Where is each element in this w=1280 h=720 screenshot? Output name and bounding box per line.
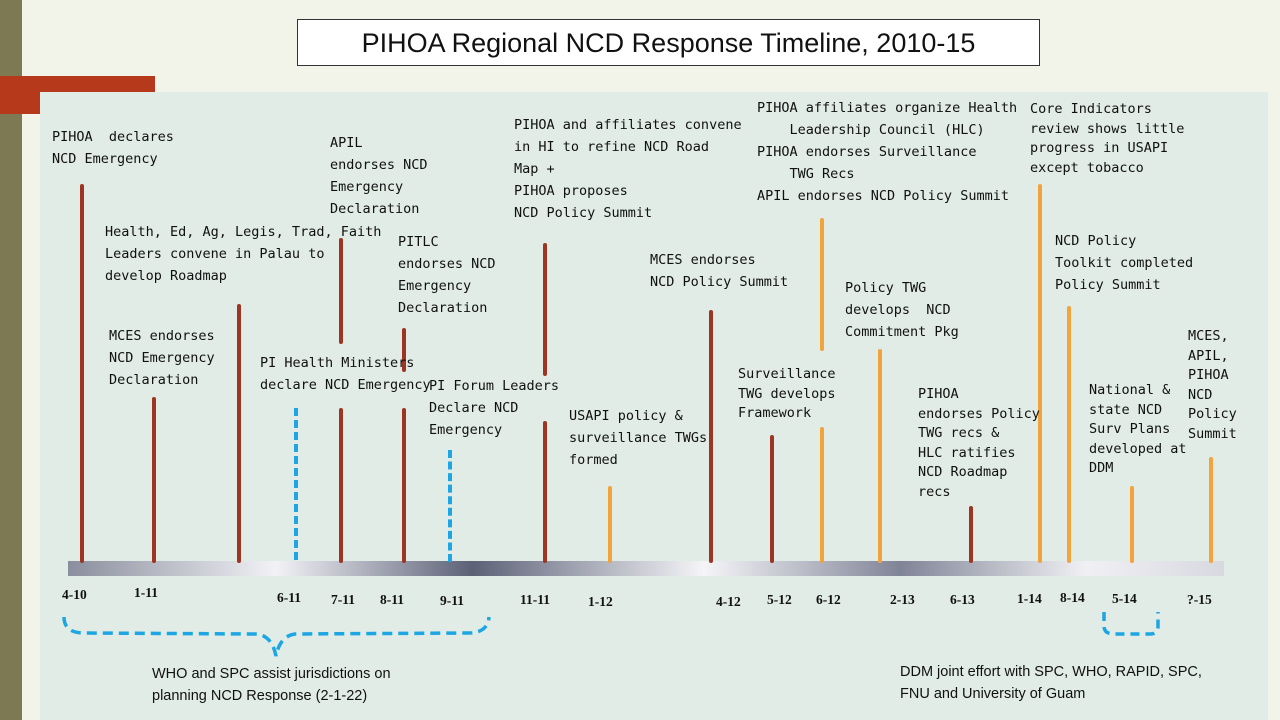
event-label-usapi-twgs: USAPI policy & surveillance TWGs formed: [569, 408, 708, 468]
event-dashed-line-6-11: [294, 408, 298, 560]
event-line-4-12: [709, 310, 713, 563]
timeline-panel: [40, 92, 1268, 720]
event-line-1-11: [152, 397, 156, 563]
left-decorative-bar: [0, 0, 22, 720]
event-label-policy-twg: Policy TWG develops NCD Commitment Pkg: [845, 280, 959, 340]
event-label-surveillance-framework: Surveillance TWG develops Framework: [738, 366, 836, 421]
event-label-pihoa-declares: PIHOA declares NCD Emergency: [52, 129, 174, 167]
event-label-mces-policy-summit: MCES endorses NCD Policy Summit: [650, 252, 789, 290]
event-label-palau-roadmap: Health, Ed, Ag, Legis, Trad, Faith Leade…: [105, 224, 382, 284]
date-label: 7-11: [331, 592, 356, 607]
event-line-6-12-upper: [820, 218, 824, 351]
date-label: 6-12: [816, 592, 841, 607]
date-label: 6-11: [277, 590, 302, 605]
timeline-axis: [68, 561, 1224, 576]
page-title: PIHOA Regional NCD Response Timeline, 20…: [297, 19, 1040, 66]
date-label: 5-12: [767, 592, 792, 607]
event-label-policy-toolkit: NCD Policy Toolkit completed Policy Summ…: [1055, 233, 1194, 293]
event-label-pitlc: PITLC endorses NCD Emergency Declaration: [398, 234, 496, 316]
date-label: 6-13: [950, 592, 975, 607]
event-line-1-12: [608, 486, 612, 563]
event-line-8-11-lower: [402, 408, 406, 563]
event-line-5-12: [770, 435, 774, 563]
date-label: 1-11: [134, 585, 159, 600]
event-line-5-14: [1130, 486, 1134, 563]
event-line-6-12-lower: [820, 427, 824, 563]
date-label: 2-13: [890, 592, 915, 607]
event-dashed-line-9-11: [448, 450, 452, 562]
event-label-mces-emergency: MCES endorses NCD Emergency Declaration: [109, 328, 215, 388]
event-line-8-14: [1067, 306, 1071, 563]
ddm-note: DDM joint effort with SPC, WHO, RAPID, S…: [900, 664, 1202, 702]
event-label-hlc: PIHOA affiliates organize Health Leaders…: [757, 100, 1018, 204]
date-label: 9-11: [440, 593, 465, 608]
date-label: 5-14: [1112, 591, 1137, 606]
event-label-hlc-ratifies: PIHOA endorses Policy TWG recs & HLC rat…: [918, 386, 1040, 500]
event-label-hi-roadmap: PIHOA and affiliates convene in HI to re…: [514, 117, 742, 221]
event-line-15: [1209, 457, 1213, 563]
date-label: 1-14: [1017, 591, 1042, 606]
date-label: 4-12: [716, 594, 741, 609]
event-label-surv-plans: National & state NCD Surv Plans develope…: [1089, 382, 1187, 476]
date-label: 4-10: [62, 587, 87, 602]
event-label-apil-emergency: APIL endorses NCD Emergency Declaration: [330, 135, 428, 217]
date-label: ?-15: [1187, 592, 1212, 607]
event-line-7-11-lower: [339, 408, 343, 563]
date-label: 8-14: [1060, 590, 1085, 605]
event-line-8-11-upper: [402, 328, 406, 372]
event-line-7-11-upper: [339, 238, 343, 344]
event-label-policy-summit-15: MCES, APIL, PIHOA NCD Policy Summit: [1188, 328, 1237, 442]
event-label-core-indicators: Core Indicators review shows little prog…: [1030, 101, 1185, 176]
event-line-1-14: [1038, 184, 1042, 563]
who-spc-note: WHO and SPC assist jurisdictions on plan…: [152, 666, 391, 704]
event-line-11-11-lower: [543, 421, 547, 563]
event-line-6-13: [969, 506, 973, 563]
date-label: 11-11: [520, 592, 551, 607]
event-label-pi-forum-leaders: PI Forum Leaders Declare NCD Emergency: [429, 378, 560, 438]
date-label: 1-12: [588, 594, 613, 609]
event-label-pi-health-ministers: PI Health Ministers declare NCD Emergenc…: [260, 355, 431, 393]
event-line-11-11-upper: [543, 243, 547, 376]
date-label: 8-11: [380, 592, 405, 607]
event-line-2-13: [878, 349, 882, 563]
event-line-palau-roadmap: [237, 304, 241, 563]
event-line-4-10: [80, 184, 84, 563]
